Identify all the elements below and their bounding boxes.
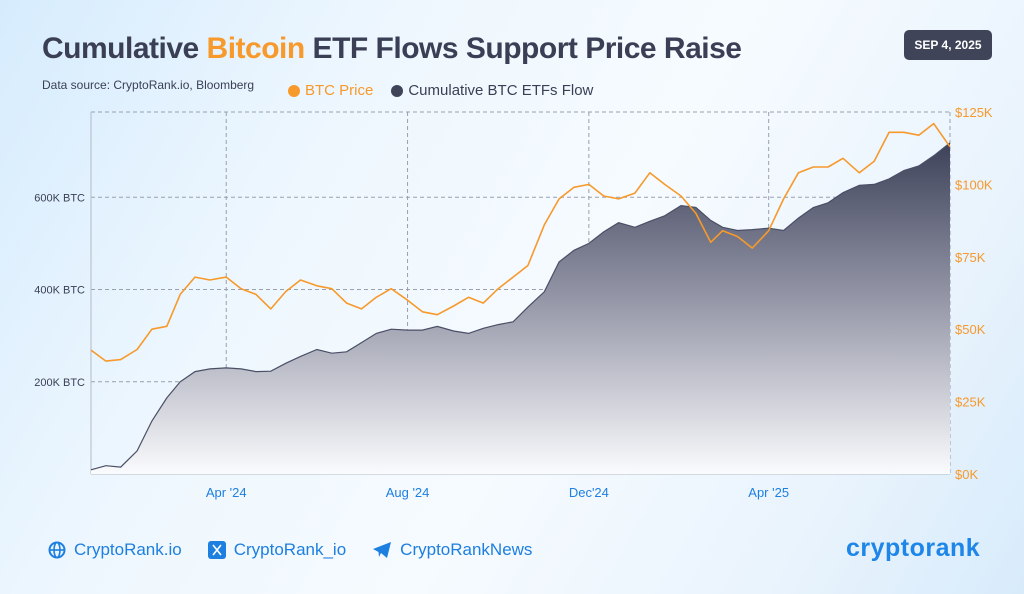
website-link[interactable]: CryptoRank.io (48, 540, 182, 560)
telegram-icon (373, 542, 392, 558)
legend: BTC Price Cumulative BTC ETFs Flow (288, 82, 593, 99)
etf-flow-line (90, 142, 951, 471)
y-left-tick-label: 200K BTC (34, 377, 85, 389)
cryptorank-logo: cryptorank (846, 534, 981, 562)
legend-label: BTC Price (305, 82, 374, 99)
page-title: Cumulative Bitcoin ETF Flows Support Pri… (42, 32, 742, 65)
y-left-tick-label: 400K BTC (34, 285, 85, 297)
legend-dot-icon (391, 84, 404, 97)
y-right-tick-label: $100K (955, 177, 993, 192)
website-label: CryptoRank.io (74, 540, 182, 559)
telegram-link[interactable]: CryptoRankNews (372, 540, 532, 560)
x-tick-label: Apr '24 (206, 485, 247, 500)
y-right-tick-label: $125K (955, 105, 993, 120)
legend-label: Cumulative BTC ETFs Flow (408, 82, 594, 99)
x-twitter-icon (207, 541, 226, 559)
y-right-tick-label: $0K (955, 467, 978, 482)
x-tick-label: Apr '25 (748, 485, 789, 500)
legend-item-btc-price[interactable]: BTC Price (288, 82, 373, 99)
title-highlight: Bitcoin (206, 32, 306, 65)
y-right-tick-label: $75K (955, 250, 986, 265)
globe-icon (48, 541, 66, 559)
footer: CryptoRank.io CryptoRank_io CryptoRankNe… (48, 540, 532, 560)
y-right-tick-label: $50K (955, 322, 986, 337)
twitter-link[interactable]: CryptoRank_io (207, 540, 347, 560)
y-left-tick-label: 600K BTC (34, 192, 85, 204)
x-tick-label: Aug '24 (386, 485, 430, 500)
legend-item-etf-flow[interactable]: Cumulative BTC ETFs Flow (391, 82, 593, 99)
legend-dot-icon (288, 84, 300, 97)
date-badge: SEP 4, 2025 (904, 30, 992, 60)
x-tick-label: Dec'24 (569, 485, 609, 500)
etf-flow-area (91, 142, 950, 474)
twitter-label: CryptoRank_io (233, 540, 347, 559)
btc-price-line (90, 122, 951, 362)
y-right-tick-label: $25K (955, 395, 986, 410)
telegram-label: CryptoRankNews (400, 540, 533, 559)
data-source: Data source: CryptoRank.io, Bloomberg (42, 78, 255, 92)
